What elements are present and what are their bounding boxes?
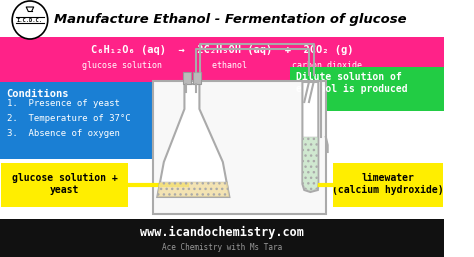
- Polygon shape: [303, 137, 318, 191]
- FancyBboxPatch shape: [333, 163, 443, 207]
- Text: I.C.D.C.: I.C.D.C.: [17, 17, 43, 23]
- Polygon shape: [157, 182, 229, 197]
- FancyBboxPatch shape: [182, 72, 191, 84]
- FancyBboxPatch shape: [290, 67, 444, 111]
- Text: glucose solution          ethanol         carbon dioxide: glucose solution ethanol carbon dioxide: [82, 61, 362, 70]
- Polygon shape: [157, 84, 229, 197]
- Text: Dilute solution of
ethanol is produced: Dilute solution of ethanol is produced: [296, 72, 408, 94]
- FancyBboxPatch shape: [193, 72, 201, 84]
- Text: glucose solution +
yeast: glucose solution + yeast: [12, 173, 118, 195]
- Text: 1.  Presence of yeast: 1. Presence of yeast: [7, 99, 119, 108]
- Text: 2.  Temperature of 37°C: 2. Temperature of 37°C: [7, 114, 130, 123]
- Text: Conditions: Conditions: [7, 89, 69, 99]
- Text: Manufacture Ethanol - Fermentation of glucose: Manufacture Ethanol - Fermentation of gl…: [55, 14, 407, 26]
- Text: 3.  Absence of oxygen: 3. Absence of oxygen: [7, 129, 119, 138]
- Text: C₆H₁₂O₆ (aq)  →  2C₂H₅OH (aq)  +  2CO₂ (g): C₆H₁₂O₆ (aq) → 2C₂H₅OH (aq) + 2CO₂ (g): [91, 45, 353, 55]
- Text: Ace Chemistry with Ms Tara: Ace Chemistry with Ms Tara: [162, 243, 282, 252]
- FancyBboxPatch shape: [0, 219, 444, 257]
- FancyBboxPatch shape: [0, 37, 444, 82]
- FancyBboxPatch shape: [1, 163, 128, 207]
- Polygon shape: [302, 82, 319, 192]
- Text: www.icandochemistry.com: www.icandochemistry.com: [140, 225, 304, 238]
- FancyBboxPatch shape: [153, 81, 326, 214]
- Text: limewater
(calcium hydroxide): limewater (calcium hydroxide): [332, 173, 443, 195]
- Circle shape: [12, 1, 48, 39]
- FancyBboxPatch shape: [0, 82, 155, 159]
